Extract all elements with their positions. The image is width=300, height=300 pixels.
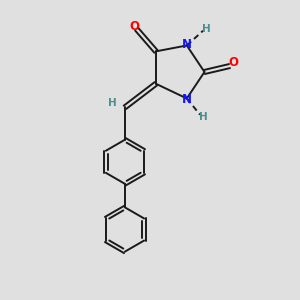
Text: H: H [202, 24, 210, 34]
Text: N: N [182, 38, 192, 51]
Text: H: H [108, 98, 117, 108]
Text: H: H [199, 112, 207, 122]
Text: N: N [182, 93, 192, 106]
Text: O: O [129, 20, 140, 33]
Text: O: O [228, 56, 238, 69]
